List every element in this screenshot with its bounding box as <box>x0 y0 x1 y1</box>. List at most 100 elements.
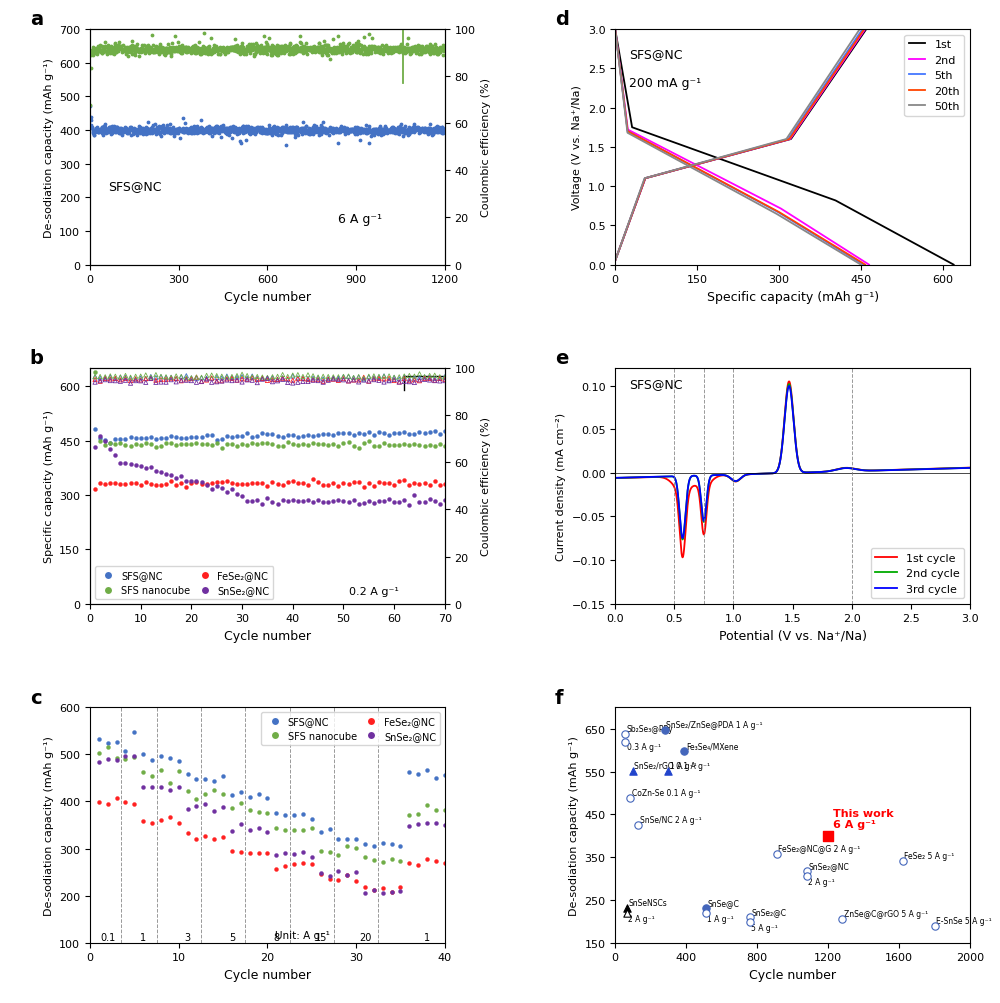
Point <box>392 22 408 38</box>
Point <box>385 22 401 38</box>
Point <box>194 363 210 379</box>
Point <box>392 22 408 38</box>
Point <box>304 22 320 38</box>
Point <box>257 22 273 38</box>
Point <box>408 122 424 138</box>
Point <box>83 43 99 59</box>
Point <box>185 44 201 60</box>
Point <box>394 22 410 38</box>
Point <box>163 125 179 141</box>
Point <box>144 122 160 138</box>
Point <box>349 38 365 54</box>
Point <box>295 371 311 387</box>
Point <box>362 124 378 140</box>
Point <box>158 430 174 446</box>
Point <box>140 42 156 58</box>
Point <box>106 47 122 63</box>
Point <box>392 120 408 136</box>
Point <box>387 22 403 38</box>
Point <box>224 482 240 498</box>
Point <box>334 22 350 38</box>
Point <box>173 123 189 139</box>
Point <box>244 430 260 446</box>
Point <box>406 117 422 133</box>
Point <box>246 22 262 38</box>
Point <box>427 362 443 378</box>
Point <box>340 123 356 139</box>
Point <box>103 22 119 38</box>
Point <box>421 44 437 60</box>
Point <box>353 43 369 59</box>
Point <box>361 125 377 141</box>
Text: a: a <box>30 10 43 29</box>
Point <box>172 41 188 57</box>
Point <box>330 136 346 152</box>
Point <box>107 125 123 141</box>
Point <box>172 43 188 59</box>
Point <box>107 36 123 52</box>
Point <box>233 845 249 861</box>
Point <box>249 369 265 385</box>
Point <box>300 371 316 387</box>
Point <box>190 22 206 38</box>
Point <box>114 42 130 58</box>
Point <box>279 42 295 58</box>
Point <box>335 22 351 38</box>
Point <box>138 474 154 490</box>
Point <box>340 42 356 58</box>
Point <box>225 22 241 38</box>
Point <box>189 22 205 38</box>
Point <box>330 364 346 380</box>
Point <box>116 122 132 138</box>
Point <box>99 22 115 38</box>
Point <box>408 22 424 38</box>
Point <box>335 425 351 441</box>
Point <box>424 22 440 38</box>
Point <box>155 122 171 138</box>
Point <box>895 853 911 869</box>
Point <box>146 45 162 61</box>
Point <box>275 22 291 38</box>
Point <box>232 122 248 138</box>
Point <box>188 22 204 38</box>
Point <box>309 41 325 57</box>
Point <box>405 22 421 38</box>
Point <box>227 32 243 48</box>
Point <box>117 39 133 55</box>
Point <box>325 371 341 387</box>
Point <box>255 22 271 38</box>
Point <box>320 42 336 58</box>
Point <box>175 22 191 38</box>
Point <box>234 36 250 52</box>
Point <box>87 124 103 140</box>
Point <box>184 41 200 57</box>
Point <box>413 22 429 38</box>
Point <box>204 46 220 62</box>
Point <box>403 21 419 37</box>
Point <box>408 42 424 58</box>
Point <box>334 44 350 60</box>
Point <box>189 42 205 58</box>
Point <box>310 436 326 452</box>
Point <box>188 771 204 787</box>
Point <box>368 22 384 38</box>
Point <box>96 42 112 58</box>
Point <box>376 436 392 452</box>
Point <box>246 122 262 138</box>
Point <box>437 21 453 37</box>
Point <box>108 45 124 61</box>
Point <box>193 22 209 38</box>
Point <box>321 22 337 38</box>
Point <box>305 428 321 444</box>
Point <box>110 22 126 38</box>
Text: e: e <box>555 349 568 368</box>
Point <box>409 122 425 138</box>
Point <box>410 816 426 832</box>
Point <box>315 22 331 38</box>
Point <box>281 22 297 38</box>
Point <box>147 122 163 138</box>
Point <box>224 429 240 445</box>
Point <box>117 370 133 386</box>
Point <box>109 119 125 135</box>
Point <box>328 41 344 57</box>
